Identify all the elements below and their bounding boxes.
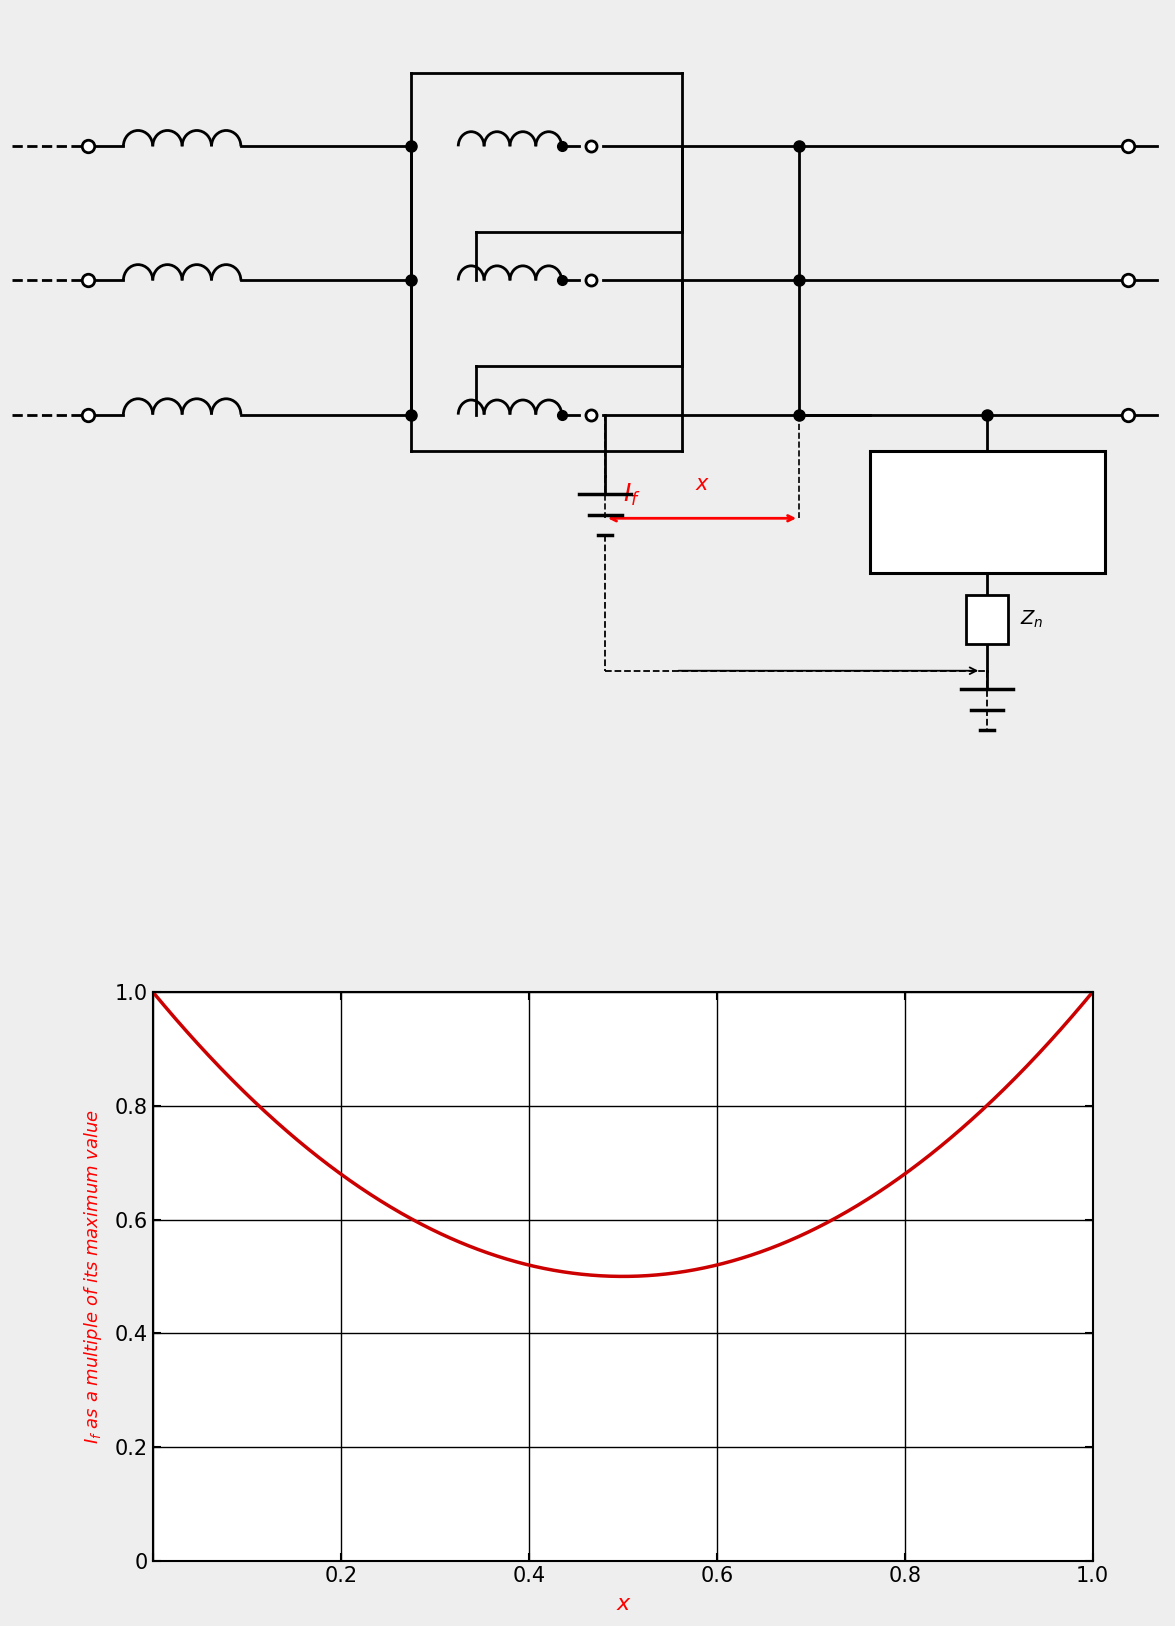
Text: Earthing: Earthing (947, 485, 1027, 504)
Y-axis label: $I_f$ as a multiple of its maximum value: $I_f$ as a multiple of its maximum value (81, 1109, 103, 1444)
Text: $Z_n$: $Z_n$ (1020, 608, 1043, 631)
Text: transformer: transformer (931, 527, 1043, 545)
FancyBboxPatch shape (966, 595, 1008, 644)
FancyBboxPatch shape (870, 450, 1104, 574)
X-axis label: x: x (616, 1593, 630, 1615)
Text: $I_f$: $I_f$ (623, 481, 640, 507)
Text: x: x (696, 473, 709, 494)
